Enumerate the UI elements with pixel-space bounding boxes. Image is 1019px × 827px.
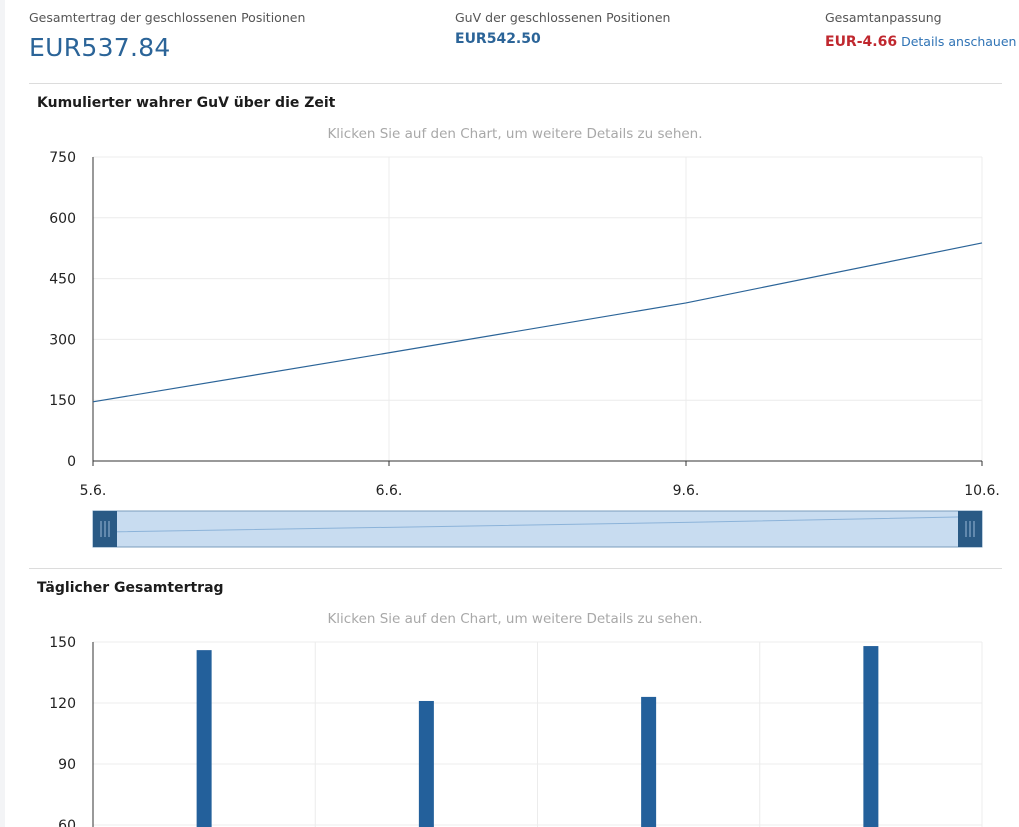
line-chart-x-tick-label: 6.6. <box>376 483 403 499</box>
line-chart-hint: Klicken Sie auf den Chart, um weitere De… <box>327 126 703 142</box>
line-chart-y-tick-label: 750 <box>49 150 76 166</box>
line-chart-y-tick-label: 600 <box>49 211 76 227</box>
line-chart-y-tick-label: 300 <box>49 332 76 348</box>
line-chart-x-tick-label: 9.6. <box>673 483 700 499</box>
line-chart-x-tick-label: 5.6. <box>80 483 107 499</box>
line-chart-series-line[interactable] <box>92 242 983 403</box>
left-border-strip <box>0 0 5 827</box>
line-chart-y-tick-label: 0 <box>67 454 76 470</box>
zoom-slider-preview-line <box>92 515 983 533</box>
bar-chart-bar[interactable] <box>641 696 657 827</box>
bar-chart-bar[interactable] <box>863 646 879 827</box>
total-return-label: Gesamtertrag der geschlossenen Positione… <box>29 10 306 25</box>
zoom-slider-track[interactable] <box>92 510 983 548</box>
bar-chart-hint: Klicken Sie auf den Chart, um weitere De… <box>327 611 703 627</box>
closed-pnl-metric: GuV der geschlossenen Positionen EUR542.… <box>455 10 670 47</box>
summary-panel: Gesamtertrag der geschlossenen Positione… <box>0 0 1019 84</box>
total-return-metric: Gesamtertrag der geschlossenen Positione… <box>29 10 305 62</box>
bar-chart-y-tick-label: 120 <box>49 696 76 712</box>
closed-pnl-label: GuV der geschlossenen Positionen <box>455 10 671 25</box>
total-adjustment-label: Gesamtanpassung <box>825 10 942 25</box>
closed-pnl-value: EUR542.50 <box>455 31 541 47</box>
zoom-slider-handle-right[interactable] <box>958 511 982 547</box>
bar-chart-y-tick-label: 90 <box>58 757 76 773</box>
total-return-value: EUR537.84 <box>29 33 171 62</box>
line-chart-y-tick-label: 150 <box>49 393 76 409</box>
bar-chart-title: Täglicher Gesamtertrag <box>37 580 224 596</box>
bar-chart-bar[interactable] <box>196 650 212 827</box>
total-adjustment-value: EUR-4.66 <box>825 34 898 50</box>
line-chart-x-tick-label: 10.6. <box>964 483 1000 499</box>
zoom-slider-handle-left[interactable] <box>93 511 117 547</box>
bar-chart-y-tick-label: 150 <box>49 635 76 651</box>
bar-chart-bar[interactable] <box>418 700 434 827</box>
bar-chart-y-tick-label: 60 <box>58 818 76 827</box>
total-adjustment-metric: Gesamtanpassung EUR-4.66 Details anschaue… <box>825 10 1016 50</box>
line-chart-title: Kumulierter wahrer GuV über die Zeit <box>37 95 336 111</box>
section-divider <box>29 83 1002 84</box>
line-chart-y-tick-label: 450 <box>49 272 76 288</box>
section-divider-2 <box>29 568 1002 569</box>
details-link[interactable]: Details anschauen <box>901 34 1017 49</box>
